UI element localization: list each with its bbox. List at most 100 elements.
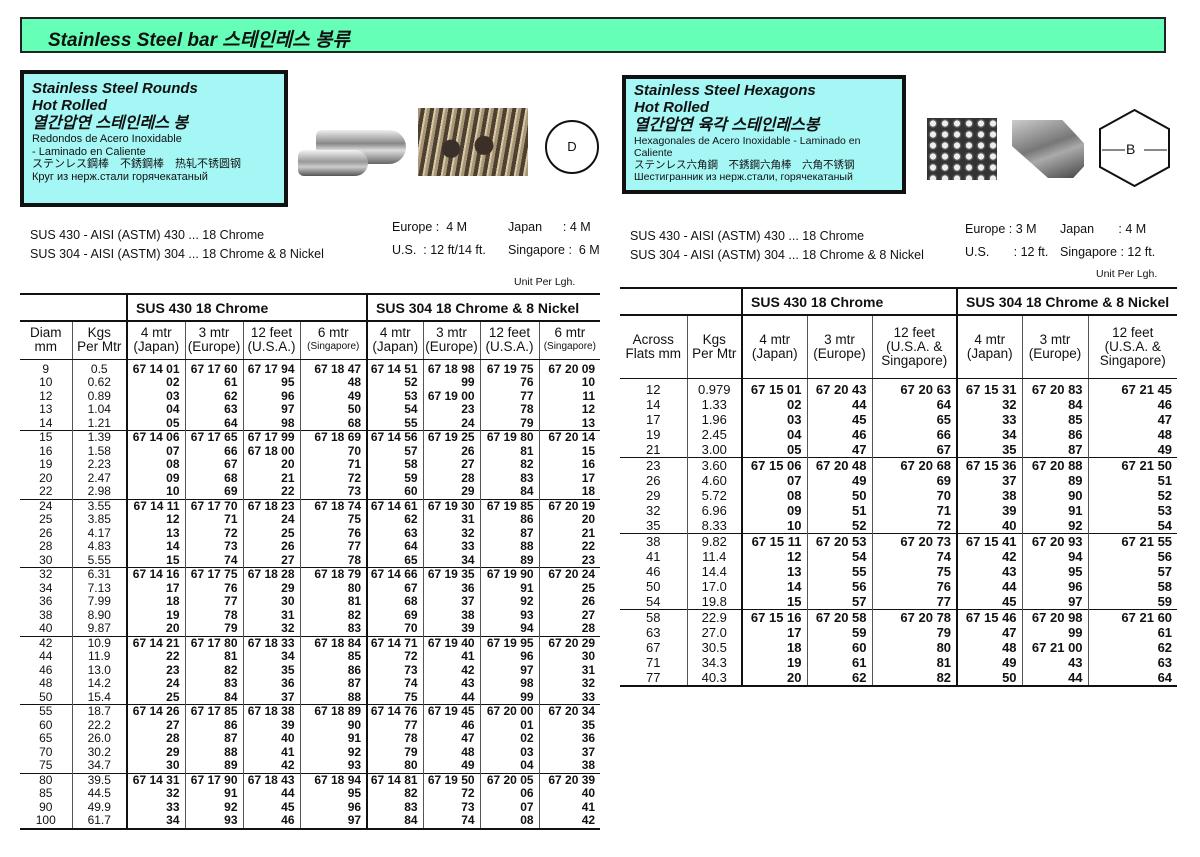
item-code-cell: 92 <box>479 594 540 609</box>
item-code-cell: 67 18 33 <box>242 635 300 650</box>
item-code-cell: 57 <box>366 444 424 458</box>
item-code-cell: 67 18 84 <box>299 635 368 650</box>
size-cell: 25 <box>39 512 53 526</box>
size-cell: 65 <box>39 731 53 745</box>
rounds-spanish-2: - Laminado en Caliente <box>32 145 146 158</box>
item-code-cell: 17 <box>741 624 807 640</box>
hex-bars-bundle-photo <box>927 118 997 180</box>
item-code-cell: 79 <box>479 416 540 431</box>
item-code-cell: 05 <box>126 416 185 431</box>
item-code-cell: 98 <box>242 416 300 431</box>
group-header-sus304: SUS 304 18 Chrome & 8 Nickel <box>366 293 601 322</box>
item-code-cell: 66 <box>871 426 958 442</box>
item-code-cell: 69 <box>871 472 958 488</box>
item-code-cell: 82 <box>366 786 424 801</box>
item-code-cell: 67 15 16 <box>741 608 807 625</box>
size-cell: 85 <box>39 786 53 800</box>
column-header: 3 mtr (Europe) <box>184 321 243 360</box>
item-code-cell: 95 <box>299 786 368 801</box>
item-code-cell: 82 <box>184 663 243 677</box>
item-code-cell: 26 <box>538 594 601 609</box>
item-code-cell: 44 <box>242 786 300 801</box>
size-cell: 14 <box>39 415 53 430</box>
size-cell: 35 <box>646 517 661 533</box>
item-code-cell: 63 <box>184 402 243 417</box>
rounds-title: Stainless Steel Rounds <box>32 80 198 97</box>
item-code-cell: 24 <box>242 512 300 527</box>
column-header: 6 mtr (Singapore) <box>299 321 368 360</box>
item-code-cell: 42 <box>956 548 1023 564</box>
item-code-cell: 65 <box>366 553 424 568</box>
item-code-cell: 74 <box>422 813 481 830</box>
item-code-cell: 82 <box>871 669 958 687</box>
item-code-cell: 36 <box>242 676 300 691</box>
item-code-cell: 67 21 00 <box>1021 639 1089 655</box>
table-row: 63 27.0 17 59 79 47 99 61 <box>620 624 1178 640</box>
table-row: 14 1.21 05 64 98 68 55 24 79 13 <box>20 415 601 431</box>
column-header: Across Flats mm <box>620 315 687 379</box>
item-code-cell: 27 <box>422 457 481 472</box>
item-code-cell: 89 <box>1021 472 1089 488</box>
item-code-cell: 44 <box>422 690 481 705</box>
table-row: 19 2.23 08 67 20 71 58 27 82 16 <box>20 457 601 472</box>
column-header: 3 mtr (Europe) <box>422 321 481 360</box>
item-code-cell: 74 <box>366 676 424 691</box>
item-code-cell: 09 <box>126 471 185 485</box>
diameter-label: D <box>567 139 577 154</box>
item-code-cell: 75 <box>366 690 424 705</box>
item-code-cell: 34 <box>422 553 481 568</box>
item-code-cell: 67 18 89 <box>299 704 368 719</box>
item-code-cell: 54 <box>366 402 424 417</box>
column-header-line: (Japan) <box>966 345 1013 361</box>
item-code-cell: 77 <box>871 593 958 609</box>
item-code-cell: 49 <box>299 389 368 403</box>
hex-spec: SUS 430 - AISI (ASTM) 430 ... 18 Chrome … <box>630 227 924 265</box>
item-code-cell: 97 <box>1021 593 1089 609</box>
hex-bar-photo <box>1012 120 1084 178</box>
item-code-cell: 67 18 69 <box>299 430 368 445</box>
item-code-cell: 66 <box>184 444 243 458</box>
table-row: 34 7.13 17 76 29 80 67 36 91 25 <box>20 581 601 595</box>
item-code-cell: 97 <box>299 813 368 830</box>
item-code-cell: 47 <box>806 441 872 457</box>
item-code-cell: 61 <box>1087 624 1178 640</box>
item-code-cell: 45 <box>956 593 1023 609</box>
size-cell: 14 <box>646 396 661 412</box>
item-code-cell: 49 <box>422 758 481 773</box>
page-title-bar: Stainless Steel bar 스테인레스 봉류 <box>20 17 1166 53</box>
table-row: 12 0.979 67 15 01 67 20 43 67 20 63 67 15 31 6… <box>620 378 1178 397</box>
table-row: 50 15.4 25 84 37 88 75 44 99 33 <box>20 690 601 705</box>
table-row: 42 10.9 67 14 21 67 17 80 67 18 33 67 18 84 67… <box>20 635 601 650</box>
item-code-cell: 02 <box>479 731 540 746</box>
item-code-cell: 99 <box>422 375 481 390</box>
item-code-cell: 32 <box>538 676 601 691</box>
item-code-cell: 03 <box>479 745 540 759</box>
weight-cell: 3.85 <box>71 512 127 527</box>
item-code-cell: 96 <box>479 649 540 664</box>
item-code-cell: 78 <box>366 731 424 746</box>
item-code-cell: 50 <box>299 402 368 417</box>
item-code-cell: 69 <box>366 608 424 622</box>
size-cell: 16 <box>39 443 53 458</box>
item-code-cell: 95 <box>1021 563 1089 579</box>
item-code-cell: 04 <box>741 426 807 442</box>
item-code-cell: 30 <box>538 649 601 664</box>
item-code-cell: 53 <box>366 389 424 403</box>
item-code-cell: 67 19 35 <box>422 567 481 582</box>
hex-russian: Шестигранник из нерж.стали, горячекатаны… <box>634 171 853 184</box>
item-code-cell: 04 <box>479 758 540 773</box>
item-code-cell: 70 <box>871 487 958 503</box>
column-header-line: 3 mtr <box>198 325 230 341</box>
item-code-cell: 67 14 06 <box>126 430 185 445</box>
column-header-line: 12 feet <box>488 325 531 341</box>
column-header-line: (Europe) <box>187 339 241 355</box>
item-code-cell: 07 <box>741 472 807 488</box>
item-code-cell: 07 <box>126 444 185 458</box>
table-row: 58 22.9 67 15 16 67 20 58 67 20 78 67 15 46 67… <box>620 608 1178 625</box>
table-row: 38 8.90 19 78 31 82 69 38 93 27 <box>20 608 601 622</box>
item-code-cell: 64 <box>184 416 243 431</box>
item-code-cell: 40 <box>956 517 1023 533</box>
table-row: 67 30.5 18 60 80 48 67 21 00 62 <box>620 639 1178 655</box>
column-header: 3 mtr (Europe) <box>806 315 872 379</box>
table-row: 20 2.47 09 68 21 72 59 28 83 17 <box>20 471 601 485</box>
